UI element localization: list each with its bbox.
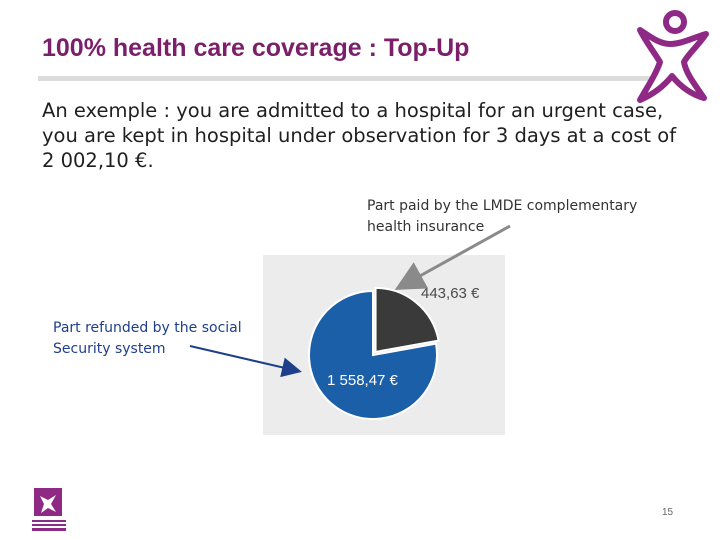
callout-social-security: Part refunded by the social Security sys… — [53, 320, 242, 357]
page-number: 15 — [662, 507, 674, 518]
title-divider — [38, 76, 650, 81]
example-text: An exemple : you are admitted to a hospi… — [42, 99, 677, 172]
star-figure-logo-icon — [637, 10, 709, 103]
pie-slice-1 — [308, 289, 438, 420]
pie-label-social-security: 1 558,47 € — [327, 372, 399, 389]
chart-panel: 443,63 € 1 558,47 € — [263, 255, 505, 435]
pie-chart: 443,63 € 1 558,47 € — [308, 285, 480, 420]
pie-label-lmde: 443,63 € — [421, 285, 480, 302]
callout-lmde: Part paid by the LMDE complementary heal… — [367, 198, 638, 235]
slide-title: 100% health care coverage : Top-Up — [42, 34, 470, 62]
pie-slice-0 — [374, 286, 440, 354]
lmde-logo-icon — [32, 488, 66, 531]
